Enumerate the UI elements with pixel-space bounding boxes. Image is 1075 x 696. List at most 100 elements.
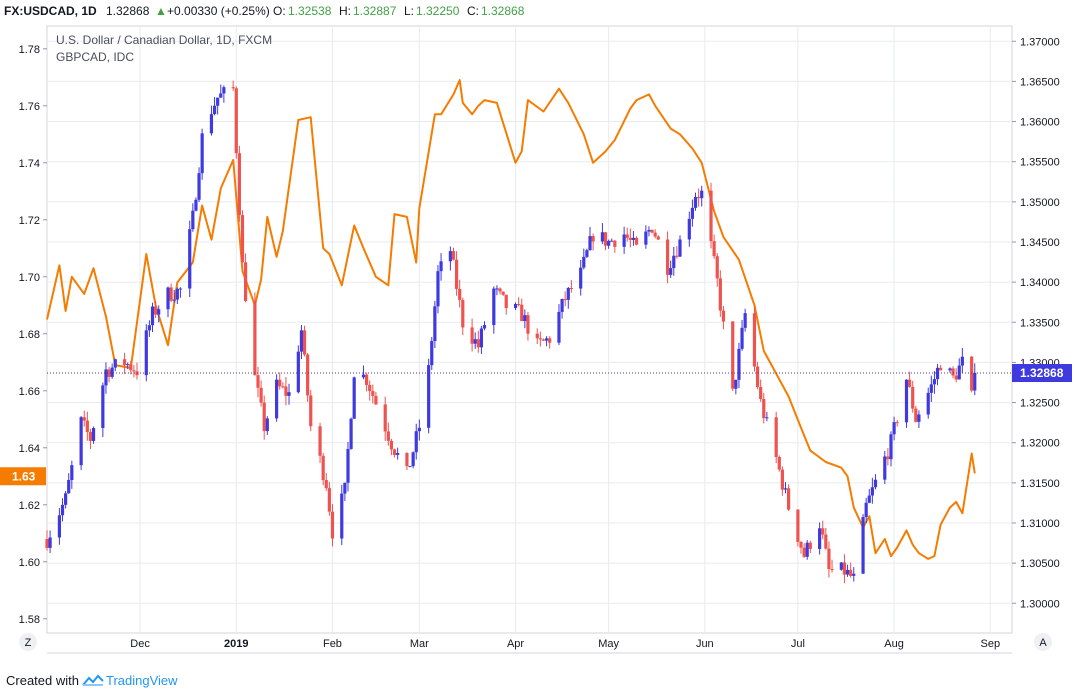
candle [786, 484, 791, 511]
candle-body [473, 339, 477, 344]
candle-body [231, 87, 235, 89]
candle-body [535, 333, 539, 339]
candle [48, 530, 52, 554]
candle-body [299, 330, 304, 352]
candle-body [830, 568, 834, 570]
candle-body [110, 367, 114, 377]
candle-body [321, 455, 325, 480]
candle [799, 541, 803, 554]
candle [759, 379, 763, 402]
triangle-up-icon: ▲ [155, 4, 167, 18]
candle-body [544, 338, 549, 341]
candle [209, 105, 214, 136]
candle [951, 366, 955, 379]
open-value: 1.32538 [288, 4, 332, 18]
candle [625, 227, 629, 242]
candle [557, 304, 561, 346]
candle [743, 308, 747, 332]
candle-body [309, 395, 313, 427]
candle-body [287, 392, 291, 396]
price-chart[interactable]: U.S. Dollar / Canadian Dollar, 1D, FXCM … [0, 22, 1075, 664]
axis-badges: 1.32868 1.63 Z A [0, 364, 1072, 651]
x-axis-tick-label: 2019 [224, 638, 248, 650]
created-with-text: Created with [6, 673, 79, 688]
candle-body [504, 294, 508, 309]
candle [687, 211, 691, 247]
candle-body [389, 440, 394, 450]
candle-body [302, 330, 307, 355]
candle [222, 85, 226, 103]
candle [734, 379, 738, 395]
candle-body [973, 372, 977, 391]
legend-compare-series[interactable]: GBPCAD, IDC [56, 50, 134, 64]
candle [960, 347, 964, 373]
candles-layer [45, 80, 977, 584]
candle-body [126, 364, 130, 366]
candle-body [665, 239, 670, 275]
candle [839, 562, 843, 571]
candle [237, 145, 241, 222]
candle [126, 362, 130, 370]
candle [954, 368, 958, 383]
candle [796, 509, 800, 547]
candle [780, 466, 784, 496]
candle [755, 361, 760, 390]
candle [132, 365, 136, 378]
candle [479, 325, 484, 354]
candle [566, 286, 570, 309]
candle [548, 336, 552, 349]
auto-scale-button[interactable] [19, 633, 37, 651]
candle-body [799, 541, 803, 548]
log-scale-button[interactable] [1034, 633, 1052, 651]
candle-body [526, 315, 530, 334]
candle-body [538, 338, 542, 340]
candle-body [845, 569, 850, 575]
candle [895, 419, 899, 427]
candle-body [48, 537, 52, 548]
candle-body [70, 465, 74, 480]
candle [973, 363, 977, 396]
candle [700, 185, 704, 207]
candle [845, 564, 850, 577]
tradingview-brand[interactable]: TradingView [106, 673, 178, 688]
candle-body [284, 386, 288, 396]
candle-body [610, 240, 614, 242]
candle [154, 300, 158, 319]
candle [256, 366, 260, 398]
candle [675, 246, 679, 259]
candle-body [886, 456, 890, 460]
candle-body [222, 87, 226, 94]
candle [318, 422, 322, 464]
candle-body [954, 375, 958, 380]
right-axis-tick-label: 1.34500 [1020, 237, 1060, 249]
candle [396, 447, 400, 460]
candle [79, 416, 83, 471]
candle-body [150, 306, 155, 326]
candle-body [175, 288, 179, 300]
candle [585, 248, 589, 259]
candle [721, 306, 726, 330]
candle [436, 265, 440, 314]
left-axis-tick-label: 1.78 [19, 44, 40, 56]
candle [535, 328, 539, 344]
candle-body [631, 237, 636, 240]
legend-main-series[interactable]: U.S. Dollar / Canadian Dollar, 1D, FXCM [56, 33, 272, 47]
price-change: +0.00330 (+0.25%) [167, 4, 270, 18]
symbol-label[interactable]: FX:USDCAD, 1D [4, 4, 97, 18]
candle-body [755, 366, 760, 387]
candle [892, 416, 896, 441]
candle [504, 294, 508, 315]
candle-body [948, 368, 952, 371]
candle-body [585, 250, 589, 257]
x-axis-tick-label: Feb [323, 638, 342, 650]
candle [669, 260, 673, 278]
candle-body [970, 356, 974, 391]
candle [582, 248, 586, 270]
right-axis-tick-label: 1.35500 [1020, 157, 1060, 169]
candle-body [715, 256, 719, 279]
candle-body [262, 402, 266, 432]
candle [439, 253, 443, 281]
candle [737, 342, 741, 389]
candle-body [219, 93, 223, 98]
candle-body [458, 288, 462, 301]
